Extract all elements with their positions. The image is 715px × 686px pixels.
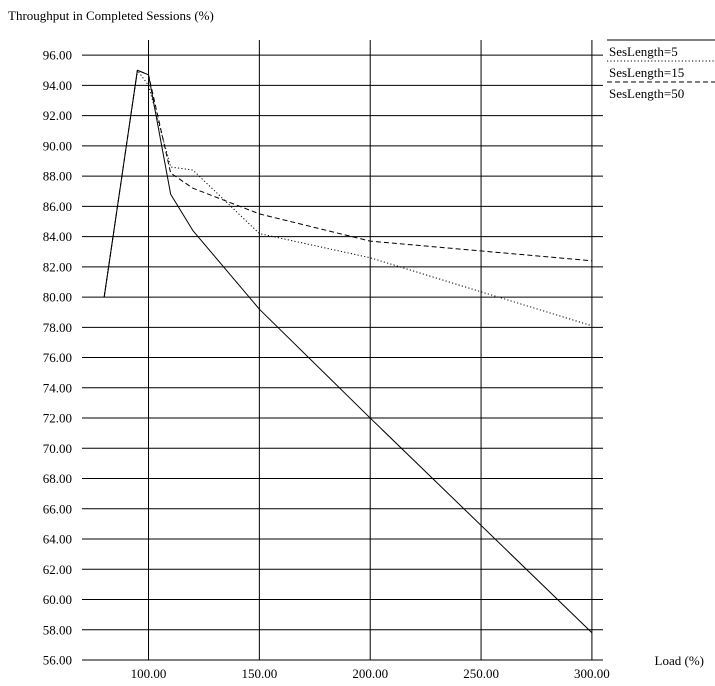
y-tick-label: 84.00: [43, 229, 72, 244]
y-tick-label: 90.00: [43, 138, 72, 153]
series-line-seslength-15: [103, 69, 593, 327]
x-axis-label: Load (%): [655, 653, 704, 668]
y-tick-label: 94.00: [43, 78, 72, 93]
legend-label: SesLength=15: [609, 65, 684, 80]
legend: SesLength=5 SesLength=15 SesLength=50: [607, 39, 715, 101]
y-tick-label: 70.00: [43, 441, 72, 456]
y-tick-label: 82.00: [43, 259, 72, 274]
y-axis-label: Throughput in Completed Sessions (%): [8, 8, 214, 23]
legend-label: SesLength=50: [609, 86, 684, 101]
y-tick-label: 92.00: [43, 108, 72, 123]
y-tick-label: 86.00: [43, 199, 72, 214]
x-tick-label: 300.00: [574, 666, 610, 681]
legend-label: SesLength=5: [609, 44, 678, 59]
y-tick-label: 56.00: [43, 653, 72, 668]
y-tick-label: 96.00: [43, 48, 72, 63]
y-tick-label: 64.00: [43, 532, 72, 547]
tick-labels: 56.00 58.00 60.00 62.00 64.00 66.00 68.00 70.00…: [43, 48, 610, 681]
x-tick-label: 150.00: [241, 666, 277, 681]
y-tick-label: 72.00: [43, 411, 72, 426]
y-tick-label: 76.00: [43, 350, 72, 365]
y-tick-label: 68.00: [43, 471, 72, 486]
series-line-seslength-50: [103, 69, 592, 298]
y-tick-label: 74.00: [43, 380, 72, 395]
y-tick-label: 60.00: [43, 592, 72, 607]
series-line-seslength-5: [103, 69, 593, 634]
y-tick-label: 88.00: [43, 169, 72, 184]
y-tick-label: 80.00: [43, 290, 72, 305]
x-tick-label: 100.00: [131, 666, 167, 681]
y-tick-label: 66.00: [43, 501, 72, 516]
y-tick-label: 62.00: [43, 562, 72, 577]
y-tick-label: 78.00: [43, 320, 72, 335]
series-lines: [103, 69, 593, 634]
y-tick-label: 58.00: [43, 622, 72, 637]
x-tick-label: 200.00: [352, 666, 388, 681]
x-tick-label: 250.00: [463, 666, 499, 681]
grid: [82, 40, 603, 661]
